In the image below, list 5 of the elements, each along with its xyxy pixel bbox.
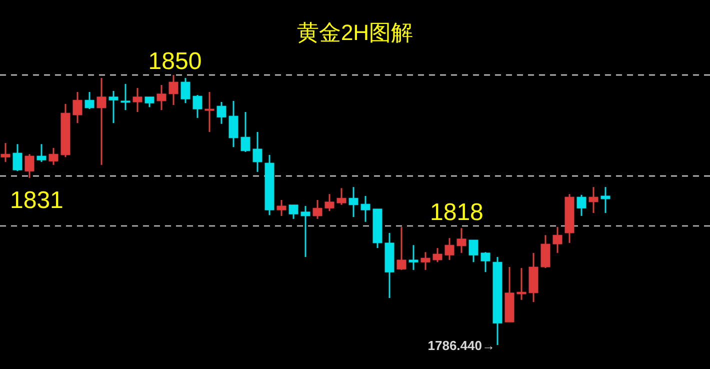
annotation: 1786.440→	[428, 338, 495, 353]
annotation: 1850	[148, 48, 202, 75]
annotation: 1831	[10, 186, 64, 214]
annotation: 1818	[430, 198, 484, 226]
chart-title: 黄金2H图解	[296, 20, 414, 45]
